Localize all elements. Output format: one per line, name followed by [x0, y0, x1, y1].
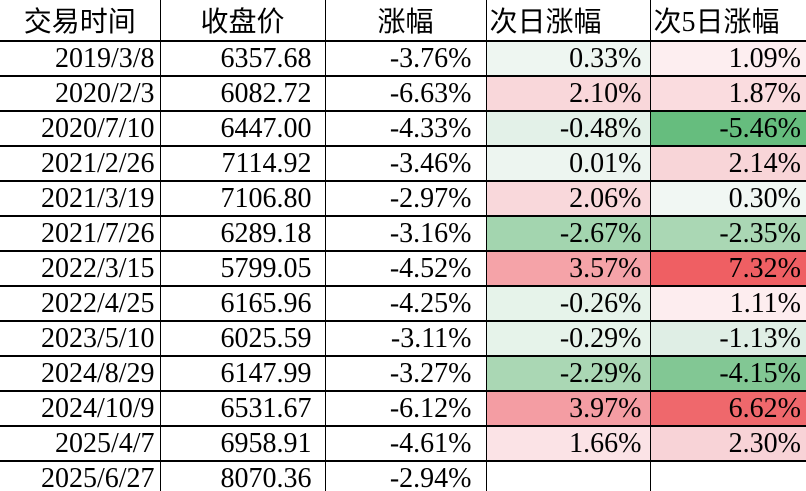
- cell-trade-date[interactable]: 2021/3/19: [0, 180, 161, 217]
- cell-next-5day-change[interactable]: -1.13%: [649, 320, 806, 357]
- cell-trade-date[interactable]: 2020/7/10: [0, 110, 161, 147]
- cell-next-day-change[interactable]: 0.33%: [485, 40, 651, 77]
- cell-next-5day-change[interactable]: 7.32%: [649, 250, 806, 287]
- cell-next-day-change[interactable]: 2.10%: [485, 75, 651, 112]
- cell-change-pct[interactable]: -2.94%: [324, 460, 487, 491]
- cell-change-pct[interactable]: -3.76%: [324, 40, 487, 77]
- cell-next-day-change[interactable]: 0.01%: [485, 145, 651, 182]
- column-header-trade-date[interactable]: 交易时间: [0, 0, 161, 42]
- cell-change-pct[interactable]: -2.97%: [324, 180, 487, 217]
- column-header-change-pct[interactable]: 涨幅: [324, 0, 487, 42]
- cell-close-price[interactable]: 6165.96: [159, 285, 326, 322]
- cell-next-5day-change[interactable]: 1.09%: [649, 40, 806, 77]
- cell-change-pct[interactable]: -3.46%: [324, 145, 487, 182]
- cell-close-price[interactable]: 7106.80: [159, 180, 326, 217]
- cell-next-day-change[interactable]: -0.48%: [485, 110, 651, 147]
- cell-next-5day-change[interactable]: -5.46%: [649, 110, 806, 147]
- cell-trade-date[interactable]: 2022/4/25: [0, 285, 161, 322]
- cell-close-price[interactable]: 6958.91: [159, 425, 326, 462]
- cell-trade-date[interactable]: 2024/8/29: [0, 355, 161, 392]
- cell-change-pct[interactable]: -3.27%: [324, 355, 487, 392]
- cell-change-pct[interactable]: -4.25%: [324, 285, 487, 322]
- cell-change-pct[interactable]: -4.33%: [324, 110, 487, 147]
- cell-next-5day-change[interactable]: 2.30%: [649, 425, 806, 462]
- cell-change-pct[interactable]: -4.52%: [324, 250, 487, 287]
- cell-next-5day-change[interactable]: 1.87%: [649, 75, 806, 112]
- cell-close-price[interactable]: 6531.67: [159, 390, 326, 427]
- table-row: 2019/3/8 6357.68 -3.76% 0.33% 1.09%: [0, 40, 806, 77]
- cell-close-price[interactable]: 6025.59: [159, 320, 326, 357]
- table-row: 2024/10/9 6531.67 -6.12% 3.97% 6.62%: [0, 390, 806, 427]
- cell-next-day-change[interactable]: 1.66%: [485, 425, 651, 462]
- cell-close-price[interactable]: 6357.68: [159, 40, 326, 77]
- cell-close-price[interactable]: 6082.72: [159, 75, 326, 112]
- table-row: 2020/2/3 6082.72 -6.63% 2.10% 1.87%: [0, 75, 806, 112]
- cell-next-day-change[interactable]: 3.57%: [485, 250, 651, 287]
- cell-close-price[interactable]: 6147.99: [159, 355, 326, 392]
- cell-change-pct[interactable]: -3.11%: [324, 320, 487, 357]
- table-row: 2025/6/27 8070.36 -2.94%: [0, 460, 806, 491]
- table-row: 2022/3/15 5799.05 -4.52% 3.57% 7.32%: [0, 250, 806, 287]
- cell-next-5day-change[interactable]: -2.35%: [649, 215, 806, 252]
- cell-next-day-change[interactable]: -0.29%: [485, 320, 651, 357]
- table-row: 2025/4/7 6958.91 -4.61% 1.66% 2.30%: [0, 425, 806, 462]
- cell-change-pct[interactable]: -4.61%: [324, 425, 487, 462]
- column-header-next-day-change[interactable]: 次日涨幅: [485, 0, 651, 42]
- cell-close-price[interactable]: 6447.00: [159, 110, 326, 147]
- cell-close-price[interactable]: 5799.05: [159, 250, 326, 287]
- cell-next-day-change[interactable]: 3.97%: [485, 390, 651, 427]
- table-row: 2020/7/10 6447.00 -4.33% -0.48% -5.46%: [0, 110, 806, 147]
- column-header-close-price[interactable]: 收盘价: [159, 0, 326, 42]
- cell-next-5day-change[interactable]: 6.62%: [649, 390, 806, 427]
- cell-close-price[interactable]: 8070.36: [159, 460, 326, 491]
- cell-close-price[interactable]: 6289.18: [159, 215, 326, 252]
- cell-next-5day-change[interactable]: [649, 460, 806, 491]
- cell-next-5day-change[interactable]: 1.11%: [649, 285, 806, 322]
- table-row: 2021/3/19 7106.80 -2.97% 2.06% 0.30%: [0, 180, 806, 217]
- column-header-next-5day-change[interactable]: 次5日涨幅: [649, 0, 806, 42]
- cell-next-day-change[interactable]: -2.29%: [485, 355, 651, 392]
- table-row: 2022/4/25 6165.96 -4.25% -0.26% 1.11%: [0, 285, 806, 322]
- cell-next-5day-change[interactable]: -4.15%: [649, 355, 806, 392]
- table-row: 2024/8/29 6147.99 -3.27% -2.29% -4.15%: [0, 355, 806, 392]
- cell-change-pct[interactable]: -6.63%: [324, 75, 487, 112]
- cell-next-day-change[interactable]: 2.06%: [485, 180, 651, 217]
- cell-trade-date[interactable]: 2023/5/10: [0, 320, 161, 357]
- header-row: 交易时间 收盘价 涨幅 次日涨幅 次5日涨幅: [0, 0, 806, 42]
- table-row: 2023/5/10 6025.59 -3.11% -0.29% -1.13%: [0, 320, 806, 357]
- cell-trade-date[interactable]: 2024/10/9: [0, 390, 161, 427]
- table-row: 2021/7/26 6289.18 -3.16% -2.67% -2.35%: [0, 215, 806, 252]
- cell-trade-date[interactable]: 2019/3/8: [0, 40, 161, 77]
- cell-change-pct[interactable]: -3.16%: [324, 215, 487, 252]
- cell-change-pct[interactable]: -6.12%: [324, 390, 487, 427]
- cell-next-day-change[interactable]: -2.67%: [485, 215, 651, 252]
- cell-trade-date[interactable]: 2020/2/3: [0, 75, 161, 112]
- cell-trade-date[interactable]: 2021/7/26: [0, 215, 161, 252]
- cell-trade-date[interactable]: 2021/2/26: [0, 145, 161, 182]
- cell-trade-date[interactable]: 2022/3/15: [0, 250, 161, 287]
- cell-next-day-change[interactable]: -0.26%: [485, 285, 651, 322]
- table-row: 2021/2/26 7114.92 -3.46% 0.01% 2.14%: [0, 145, 806, 182]
- cell-close-price[interactable]: 7114.92: [159, 145, 326, 182]
- cell-next-day-change[interactable]: [485, 460, 651, 491]
- cell-trade-date[interactable]: 2025/4/7: [0, 425, 161, 462]
- cell-next-5day-change[interactable]: 0.30%: [649, 180, 806, 217]
- cell-next-5day-change[interactable]: 2.14%: [649, 145, 806, 182]
- cell-trade-date[interactable]: 2025/6/27: [0, 460, 161, 491]
